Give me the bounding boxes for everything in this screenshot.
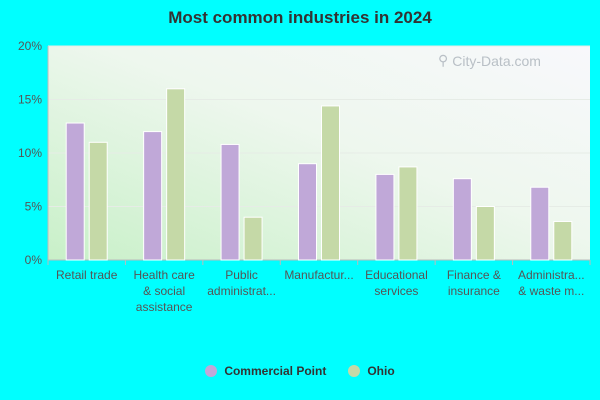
bar-ohio: [321, 105, 340, 261]
gridlines: [48, 45, 590, 207]
x-tick-label: Health care & social assistance: [133, 268, 195, 314]
search-icon: ⚲: [438, 52, 449, 68]
bar-ohio: [166, 88, 186, 261]
legend-item-commercial-point: Commercial Point: [205, 364, 326, 378]
watermark: ⚲ City-Data.com: [438, 52, 541, 69]
y-tick-label: 5%: [25, 200, 43, 214]
x-tick-label: Public administrat...: [207, 268, 276, 298]
x-tick-label: Educational services: [365, 268, 428, 298]
bar-commercial-point: [143, 131, 163, 261]
x-tick-label: Retail trade: [56, 268, 118, 282]
y-tick-label: 10%: [18, 146, 42, 160]
watermark-text: City-Data.com: [452, 52, 541, 69]
axes: [47, 46, 591, 265]
bar-commercial-point: [530, 186, 550, 261]
bar-ohio: [398, 166, 418, 261]
bar-ohio: [553, 220, 573, 261]
y-tick-label: 15%: [18, 93, 42, 107]
y-tick-labels: 0% 5% 10% 15% 20%: [18, 39, 42, 267]
bar-ohio: [243, 216, 263, 261]
x-tick-labels: Retail trade Health care & social assistanc…: [56, 268, 585, 314]
y-tick-label: 20%: [18, 39, 42, 53]
legend: Commercial Point Ohio: [0, 364, 600, 378]
bar-commercial-point: [220, 143, 240, 261]
y-tick-label: 0%: [25, 253, 43, 267]
bar-ohio: [88, 141, 108, 261]
bar-commercial-point: [65, 122, 85, 261]
legend-item-ohio: Ohio: [348, 364, 395, 378]
bar-commercial-point: [298, 163, 317, 261]
legend-swatch-commercial-point: [205, 365, 218, 377]
chart-title: Most common industries in 2024: [168, 8, 432, 27]
bar-commercial-point: [452, 178, 472, 261]
bar-ohio: [475, 206, 495, 261]
legend-swatch-ohio: [348, 365, 361, 377]
legend-label-commercial-point: Commercial Point: [224, 364, 327, 378]
legend-label-ohio: Ohio: [367, 364, 395, 378]
x-tick-label: Finance & insurance: [447, 268, 501, 298]
bar-commercial-point: [375, 173, 395, 261]
bars: [65, 88, 573, 261]
x-tick-label: Administra... & waste m...: [518, 268, 585, 298]
x-tick-label: Manufactur...: [284, 268, 353, 282]
